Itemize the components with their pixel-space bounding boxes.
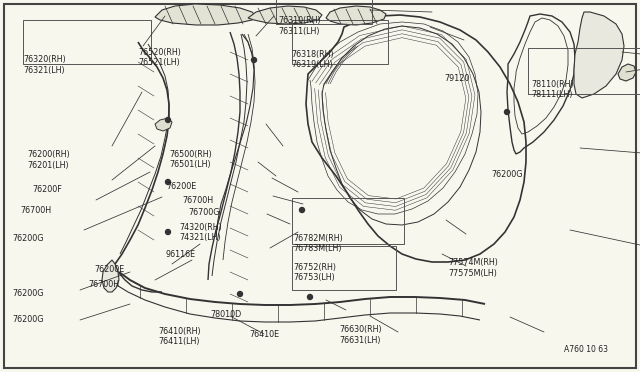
Text: 76630(RH)
76631(LH): 76630(RH) 76631(LH) <box>339 325 382 344</box>
Polygon shape <box>155 4 256 25</box>
Circle shape <box>237 292 243 296</box>
Text: 76200G: 76200G <box>492 170 523 179</box>
FancyBboxPatch shape <box>4 4 636 368</box>
Text: 78110(RH)
78111(LH): 78110(RH) 78111(LH) <box>531 80 574 99</box>
Text: A760 10 63: A760 10 63 <box>564 345 608 354</box>
Text: 76200G: 76200G <box>13 234 44 243</box>
Circle shape <box>252 58 257 62</box>
Circle shape <box>166 118 170 122</box>
Text: 76318(RH)
76319(LH): 76318(RH) 76319(LH) <box>291 50 334 69</box>
Polygon shape <box>618 64 636 81</box>
Text: 76310(RH)
76311(LH): 76310(RH) 76311(LH) <box>278 16 321 36</box>
Circle shape <box>166 230 170 234</box>
Text: 76410E: 76410E <box>250 330 280 339</box>
Text: 76410(RH)
76411(LH): 76410(RH) 76411(LH) <box>159 327 202 346</box>
Text: 76700H: 76700H <box>182 196 214 205</box>
Text: 76782M(RH)
76783M(LH): 76782M(RH) 76783M(LH) <box>293 234 343 253</box>
Polygon shape <box>248 6 322 24</box>
Text: 76200(RH)
76201(LH): 76200(RH) 76201(LH) <box>27 150 70 170</box>
Text: 76200E: 76200E <box>95 265 125 274</box>
Text: 76500(RH)
76501(LH): 76500(RH) 76501(LH) <box>170 150 212 169</box>
Polygon shape <box>574 12 624 98</box>
Text: 76200F: 76200F <box>32 185 61 194</box>
Text: 74320(RH)
74321(LH): 74320(RH) 74321(LH) <box>179 223 222 242</box>
Text: 77574M(RH)
77575M(LH): 77574M(RH) 77575M(LH) <box>448 258 498 278</box>
Text: 79120: 79120 <box>445 74 470 83</box>
Text: 76200G: 76200G <box>13 315 44 324</box>
Polygon shape <box>102 260 119 292</box>
Text: 76700H: 76700H <box>20 206 52 215</box>
Text: 76320(RH)
76321(LH): 76320(RH) 76321(LH) <box>23 55 66 75</box>
Circle shape <box>300 208 305 212</box>
Polygon shape <box>155 118 172 131</box>
Text: 76700G: 76700G <box>189 208 220 217</box>
Text: 96116E: 96116E <box>165 250 195 259</box>
Text: 76200E: 76200E <box>166 182 196 190</box>
Circle shape <box>166 180 170 185</box>
Circle shape <box>307 295 312 299</box>
Text: 76520(RH)
76521(LH): 76520(RH) 76521(LH) <box>138 48 181 67</box>
Circle shape <box>504 109 509 115</box>
Polygon shape <box>326 6 386 25</box>
Text: 76200G: 76200G <box>13 289 44 298</box>
Text: 76752(RH)
76753(LH): 76752(RH) 76753(LH) <box>293 263 336 282</box>
Text: 78010D: 78010D <box>210 310 241 319</box>
Text: 76700H: 76700H <box>88 280 120 289</box>
